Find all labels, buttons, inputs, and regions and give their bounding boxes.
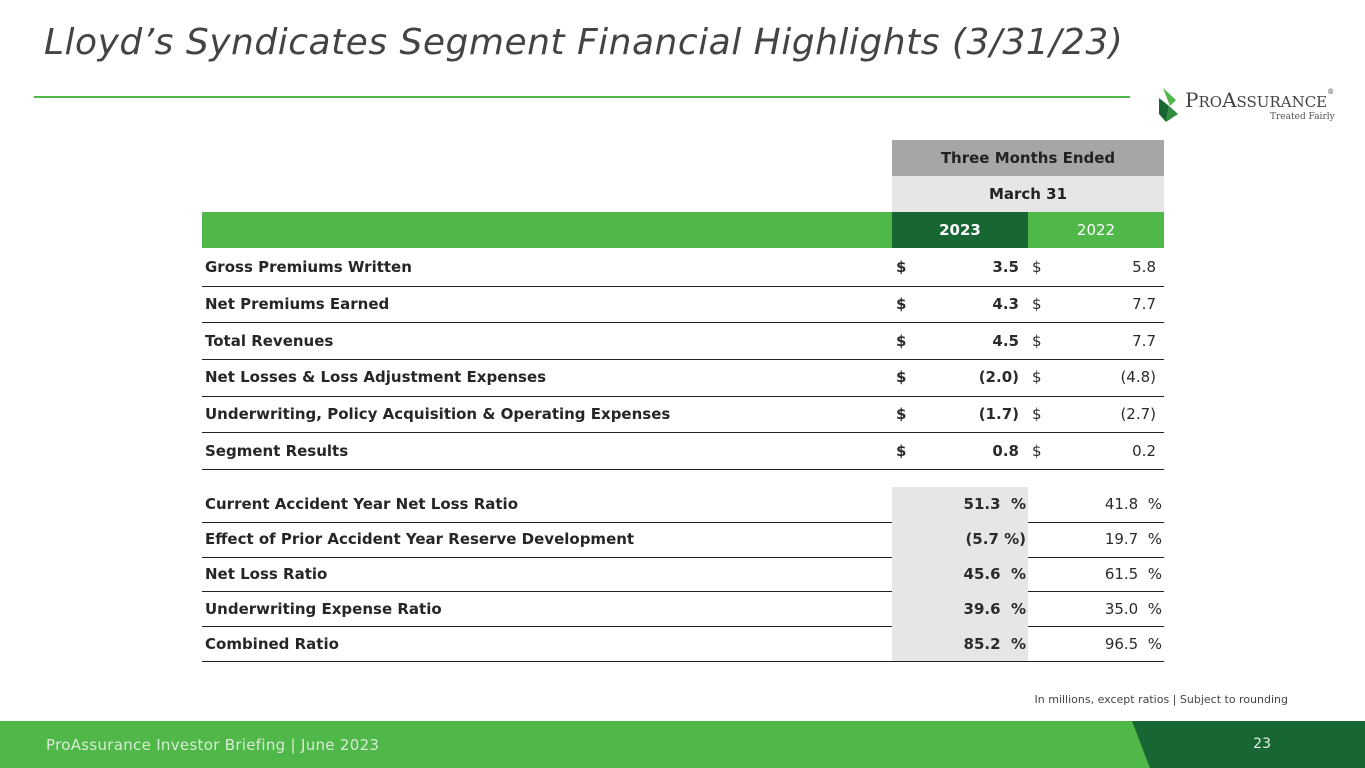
current-dollar-sign: $ bbox=[896, 331, 907, 350]
header-year-current: 2023 bbox=[892, 212, 1028, 248]
prior-value: 7.7 bbox=[1132, 295, 1156, 314]
prior-value: 41.8 % bbox=[1104, 495, 1162, 514]
footnote: In millions, except ratios | Subject to … bbox=[1034, 693, 1288, 706]
title-divider bbox=[34, 96, 1130, 98]
proassurance-logo: PROASSURANCE® Treated Fairly bbox=[1156, 84, 1336, 126]
row-label: Current Accident Year Net Loss Ratio bbox=[205, 495, 518, 514]
row-label: Total Revenues bbox=[205, 331, 334, 350]
header-period-row: Three Months Ended bbox=[202, 140, 1164, 176]
prior-dollar-sign: $ bbox=[1032, 258, 1042, 277]
current-value: (1.7) bbox=[978, 405, 1019, 424]
row-label: Net Premiums Earned bbox=[205, 295, 390, 314]
slide-title: Lloyd’s Syndicates Segment Financial Hig… bbox=[44, 22, 1124, 63]
current-value: 0.8 bbox=[992, 441, 1019, 460]
footer-text: ProAssurance Investor Briefing | June 20… bbox=[46, 736, 380, 754]
table-row: Segment Results $0.8 $0.2 bbox=[202, 433, 1164, 471]
footer-bar: ProAssurance Investor Briefing | June 20… bbox=[0, 721, 1365, 768]
current-dollar-sign: $ bbox=[896, 295, 907, 314]
current-dollar-sign: $ bbox=[896, 405, 907, 424]
logo-tagline: Treated Fairly bbox=[1270, 112, 1335, 122]
current-value: 39.6 % bbox=[892, 591, 1028, 627]
table-row: Gross Premiums Written $3.5 $5.8 bbox=[202, 249, 1164, 287]
row-label: Segment Results bbox=[205, 441, 349, 460]
row-label: Gross Premiums Written bbox=[205, 258, 412, 277]
table-row: Combined Ratio 85.2 % 96.5 % bbox=[202, 626, 1164, 662]
current-value: 51.3 % bbox=[892, 487, 1028, 522]
financial-highlights-table: Three Months Ended March 31 2023 2022 Gr… bbox=[202, 140, 1164, 670]
prior-value: 0.2 bbox=[1132, 441, 1156, 460]
header-year-row: 2023 2022 bbox=[202, 212, 1164, 248]
prior-value: (4.8) bbox=[1120, 368, 1156, 387]
header-date-row: March 31 bbox=[202, 176, 1164, 212]
table-row: Net Premiums Earned $4.3 $7.7 bbox=[202, 286, 1164, 324]
header-date: March 31 bbox=[892, 176, 1164, 212]
row-label: Underwriting, Policy Acquisition & Opera… bbox=[205, 405, 671, 424]
current-value: 85.2 % bbox=[892, 626, 1028, 661]
logo-wordmark: PROASSURANCE® bbox=[1185, 88, 1335, 112]
current-value: 4.3 bbox=[992, 295, 1019, 314]
prior-value: 19.7 % bbox=[1104, 530, 1162, 549]
prior-value: 5.8 bbox=[1132, 258, 1156, 277]
page-number: 23 bbox=[1253, 736, 1271, 752]
prior-value: 35.0 % bbox=[1104, 599, 1162, 618]
current-value: (2.0) bbox=[978, 368, 1019, 387]
current-dollar-sign: $ bbox=[896, 258, 907, 277]
current-value: 3.5 bbox=[992, 258, 1019, 277]
current-dollar-sign: $ bbox=[896, 368, 907, 387]
prior-dollar-sign: $ bbox=[1032, 295, 1042, 314]
prior-value: 61.5 % bbox=[1104, 564, 1162, 583]
prior-dollar-sign: $ bbox=[1032, 368, 1042, 387]
current-value: 45.6 % bbox=[892, 556, 1028, 592]
row-label: Underwriting Expense Ratio bbox=[205, 599, 442, 618]
row-label: Net Loss Ratio bbox=[205, 564, 328, 583]
prior-value: 7.7 bbox=[1132, 331, 1156, 350]
prior-dollar-sign: $ bbox=[1032, 441, 1042, 460]
row-label: Effect of Prior Accident Year Reserve De… bbox=[205, 530, 635, 549]
current-dollar-sign: $ bbox=[896, 441, 907, 460]
table-row: Effect of Prior Accident Year Reserve De… bbox=[202, 521, 1164, 558]
table-row: Underwriting Expense Ratio 39.6 % 35.0 % bbox=[202, 591, 1164, 628]
table-row: Current Accident Year Net Loss Ratio 51.3… bbox=[202, 487, 1164, 523]
prior-dollar-sign: $ bbox=[1032, 405, 1042, 424]
leaf-logo-icon bbox=[1159, 88, 1178, 122]
prior-value: 96.5 % bbox=[1104, 634, 1162, 653]
table-row: Underwriting, Policy Acquisition & Opera… bbox=[202, 396, 1164, 434]
footer-accent bbox=[1132, 721, 1365, 768]
table-row: Net Losses & Loss Adjustment Expenses $ (2… bbox=[202, 359, 1164, 397]
current-value: 4.5 bbox=[992, 331, 1019, 350]
header-period: Three Months Ended bbox=[892, 140, 1164, 176]
row-label: Combined Ratio bbox=[205, 634, 339, 653]
prior-value: (2.7) bbox=[1120, 405, 1156, 424]
prior-dollar-sign: $ bbox=[1032, 331, 1042, 350]
table-row: Total Revenues $4.5 $7.7 bbox=[202, 322, 1164, 361]
current-value: (5.7 %) bbox=[892, 521, 1028, 557]
table-row: Net Loss Ratio 45.6 % 61.5 % bbox=[202, 556, 1164, 593]
header-year-prior: 2022 bbox=[1076, 221, 1116, 239]
row-label: Net Losses & Loss Adjustment Expenses bbox=[205, 368, 547, 387]
